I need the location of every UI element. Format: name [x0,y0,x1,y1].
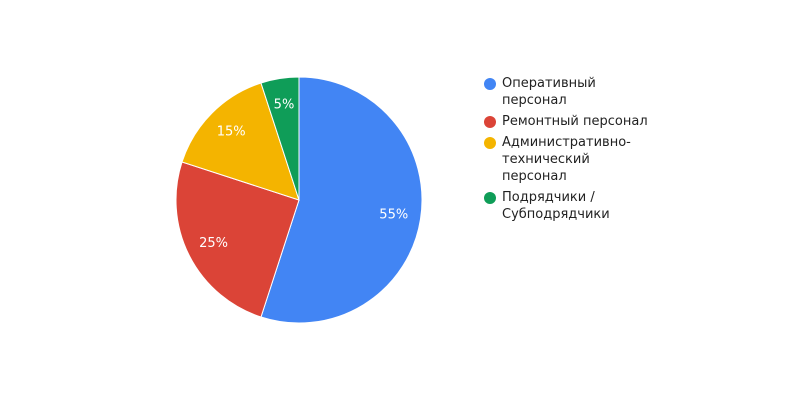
legend-entry: Подрядчики / Субподрядчики [484,189,656,223]
legend-marker [484,136,496,149]
legend-label: Ремонтный персонал [502,114,648,129]
data-label: 25% [199,236,228,251]
data-label: 15% [217,125,246,140]
data-label: 55% [379,208,408,223]
pie-slice [181,82,300,201]
legend-entry: Оперативный персонал [484,75,656,109]
pie-slice [260,76,300,201]
legend-label: Подрядчики / Субподрядчики [502,190,610,222]
legend-marker [484,191,496,204]
pie-slice [260,76,423,324]
legend-label: Административно-технический персонал [502,135,631,184]
legend-marker [484,115,496,128]
legend-entry: Ремонтный персонал [484,113,656,130]
legend: Оперативный персонал Ремонтный персонал Ад… [484,75,656,223]
legend-entry: Административно-технический персонал [484,134,656,185]
pie-slice [175,161,300,318]
data-label: 5% [274,98,295,113]
legend-label: Оперативный персонал [502,76,596,108]
legend-marker [484,77,496,90]
